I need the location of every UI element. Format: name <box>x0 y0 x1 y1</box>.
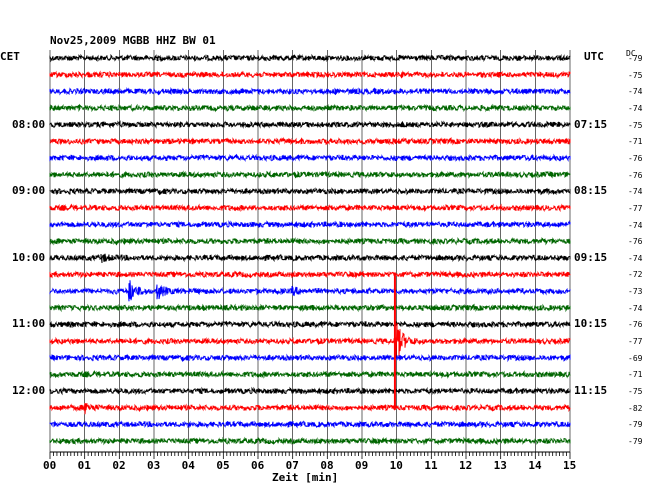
trace-row-14 <box>49 280 571 302</box>
x-tick-label: 09 <box>355 459 369 472</box>
x-axis <box>49 451 571 459</box>
trace-row-13 <box>49 270 571 280</box>
trace-row-18 <box>49 353 571 363</box>
dc-offset-label: -79 <box>628 54 643 63</box>
x-tick-label: 13 <box>493 459 507 472</box>
trace-row-3 <box>49 103 571 113</box>
x-tick-label: 05 <box>216 459 230 472</box>
vertical-gridlines <box>49 50 571 452</box>
right-timezone-label: UTC <box>584 50 604 63</box>
dc-offset-label: -75 <box>628 120 643 130</box>
trace-row-6 <box>49 153 571 163</box>
dc-offset-label: -79 <box>628 437 643 446</box>
trace-row-5 <box>49 136 571 146</box>
trace-row-16 <box>49 320 571 329</box>
trace-row-0 <box>49 53 571 63</box>
trace-row-19 <box>49 369 571 379</box>
dc-offset-label: -74 <box>628 253 643 263</box>
trace-row-17 <box>49 323 571 358</box>
left-time-label: 11:00 <box>12 317 46 331</box>
trace-row-11 <box>49 236 571 246</box>
dc-offset-label: -77 <box>628 203 643 213</box>
left-timezone-label: CET <box>0 50 20 63</box>
x-tick-label: 07 <box>285 459 299 472</box>
trace-row-8 <box>49 186 571 196</box>
dc-offset-label: -76 <box>628 237 643 247</box>
trace-row-9 <box>49 203 571 213</box>
trace-row-21 <box>49 403 571 415</box>
dc-offset-label: -79 <box>628 420 643 430</box>
dc-offset-label: -73 <box>628 287 643 297</box>
left-time-label: 12:00 <box>12 384 46 398</box>
left-time-label: 10:00 <box>12 250 46 264</box>
x-tick-label: 00 <box>43 459 57 472</box>
trace-row-23 <box>49 436 571 446</box>
x-tick-label: 08 <box>320 459 334 472</box>
trace-row-1 <box>49 70 571 80</box>
trace-row-20 <box>49 386 571 396</box>
x-tick-label: 14 <box>528 459 542 472</box>
dc-header-label: DC <box>626 49 636 58</box>
dc-offset-label: -82 <box>628 403 643 413</box>
dc-offset-label: -75 <box>628 387 643 397</box>
x-tick-label: 15 <box>563 459 577 472</box>
x-tick-label: 12 <box>459 459 473 472</box>
dc-offset-label: -75 <box>628 70 643 80</box>
x-tick-label: 02 <box>112 459 126 472</box>
trace-row-10 <box>49 220 571 229</box>
right-time-label: 10:15 <box>574 317 608 331</box>
dc-offset-label: -72 <box>628 270 643 280</box>
trace-row-22 <box>49 420 571 429</box>
dc-offset-label: -74 <box>628 303 643 313</box>
right-time-label: 07:15 <box>574 117 608 131</box>
dc-offset-label: -71 <box>628 137 643 147</box>
left-time-label: 09:00 <box>12 184 46 198</box>
right-time-label: 11:15 <box>574 384 608 398</box>
dc-offset-label: -74 <box>628 87 643 97</box>
dc-offset-label: -71 <box>628 370 643 380</box>
dc-offset-label: -77 <box>628 337 643 347</box>
dc-offset-label: -69 <box>628 353 643 363</box>
x-tick-label: 11 <box>424 459 438 472</box>
trace-row-15 <box>49 303 571 313</box>
dc-offset-label: -74 <box>628 103 643 113</box>
x-tick-label: 06 <box>251 459 265 472</box>
x-tick-label: 04 <box>181 459 195 472</box>
dc-offset-label: -76 <box>628 320 643 330</box>
seismogram-traces <box>49 53 571 446</box>
trace-row-12 <box>49 253 571 264</box>
right-time-label: 08:15 <box>574 184 608 198</box>
x-tick-label: 10 <box>389 459 403 472</box>
trace-row-2 <box>49 86 571 96</box>
chart-title: Nov25,2009 MGBB HHZ BW 01 <box>50 34 216 47</box>
dc-offset-label: -76 <box>628 170 643 180</box>
right-time-label: 09:15 <box>574 250 608 264</box>
trace-row-7 <box>49 170 571 179</box>
dc-offset-label: -74 <box>628 187 643 197</box>
x-axis-label: Zeit [min] <box>272 471 339 484</box>
x-tick-label: 01 <box>77 459 91 472</box>
x-tick-label: 03 <box>147 459 161 472</box>
dc-offset-label: -76 <box>628 153 643 163</box>
left-time-label: 08:00 <box>12 117 46 131</box>
trace-row-4 <box>49 120 571 129</box>
dc-offset-label: -74 <box>628 220 643 230</box>
